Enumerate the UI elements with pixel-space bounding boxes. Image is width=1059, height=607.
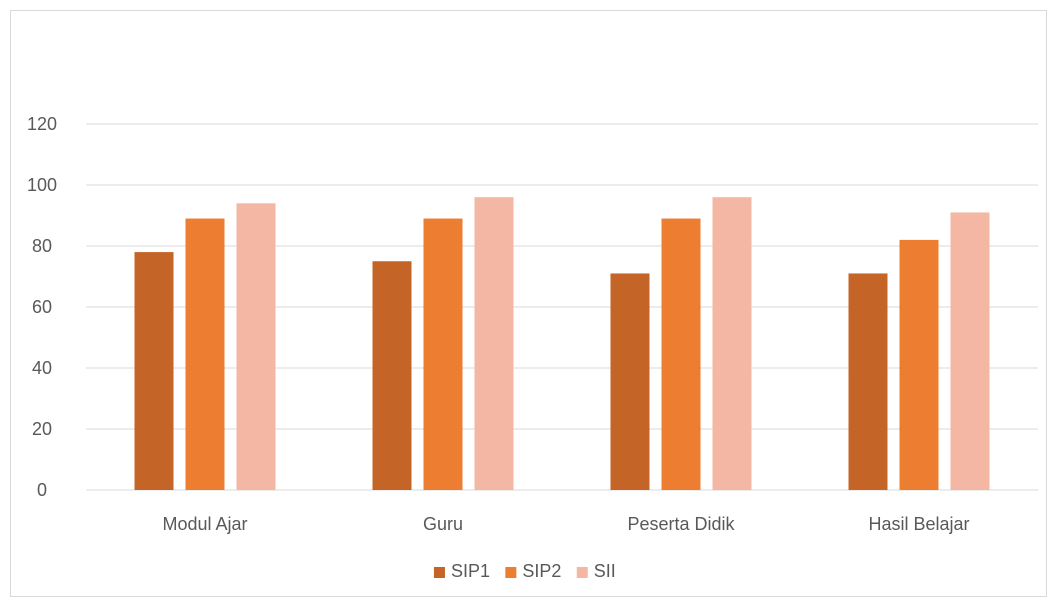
bar-sip2-0 — [185, 218, 225, 491]
y-axis-ticks: 0 20 40 60 80 100 120 — [27, 114, 57, 500]
y-tick-label: 60 — [32, 297, 52, 317]
legend-swatch-sip2 — [505, 567, 517, 578]
y-tick-label: 0 — [37, 480, 47, 500]
bar-sip1-1 — [372, 261, 412, 490]
legend: SIP1 SIP2 SII — [433, 561, 616, 581]
x-tick-label: Hasil Belajar — [868, 514, 969, 534]
bar-sii-2 — [712, 197, 752, 490]
y-tick-label: 100 — [27, 175, 57, 195]
bar-sip2-2 — [661, 218, 701, 491]
x-tick-label: Peserta Didik — [627, 514, 735, 534]
bar-sip1-3 — [848, 273, 888, 490]
bar-sip2-1 — [423, 218, 463, 491]
x-tick-label: Guru — [423, 514, 463, 534]
legend-label-sii: SII — [594, 561, 616, 581]
x-axis-ticks: Modul Ajar Guru Peserta Didik Hasil Belajar — [162, 514, 969, 534]
bar-sii-0 — [236, 203, 276, 491]
legend-label-sip1: SIP1 — [451, 561, 490, 581]
gridlines — [86, 123, 1038, 491]
x-tick-label: Modul Ajar — [162, 514, 247, 534]
bar-sip1-2 — [610, 273, 650, 490]
y-tick-label: 20 — [32, 419, 52, 439]
bar-sip2-3 — [899, 239, 939, 490]
bar-sip1-0 — [134, 252, 174, 490]
legend-swatch-sip1 — [433, 567, 445, 578]
y-tick-label: 40 — [32, 358, 52, 378]
y-tick-label: 80 — [32, 236, 52, 256]
bar-sii-1 — [474, 197, 514, 490]
legend-swatch-sii — [576, 567, 588, 578]
bar-sii-3 — [950, 212, 990, 490]
legend-label-sip2: SIP2 — [522, 561, 561, 581]
bars — [134, 197, 990, 491]
y-tick-label: 120 — [27, 114, 57, 134]
